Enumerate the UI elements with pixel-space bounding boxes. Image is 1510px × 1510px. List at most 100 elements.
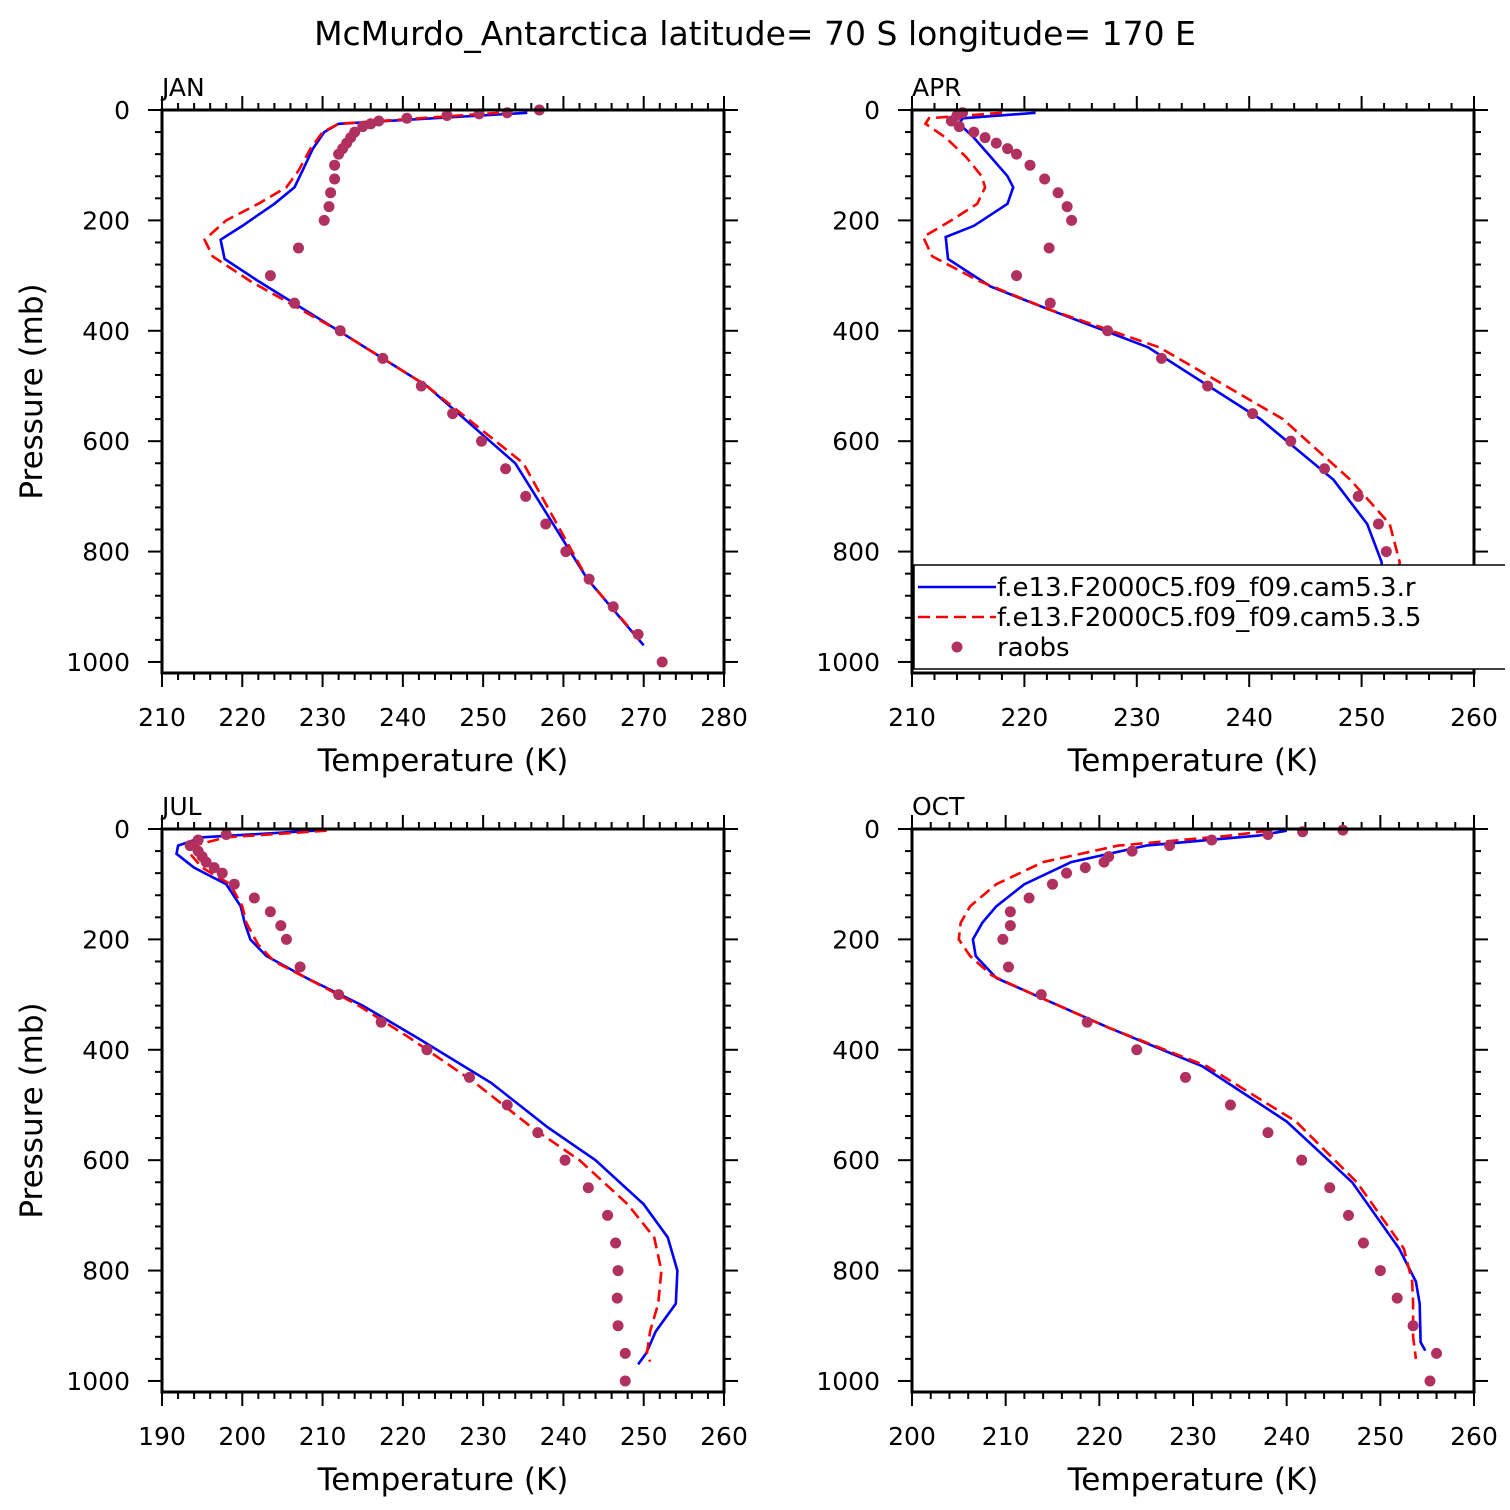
- raobs-point: [1044, 297, 1056, 309]
- series-raobs: [997, 824, 1443, 1387]
- raobs-point: [1061, 867, 1073, 879]
- raobs-point: [619, 1347, 631, 1359]
- y-tick-label: 600: [82, 1146, 130, 1175]
- raobs-point: [610, 1237, 622, 1249]
- raobs-point: [264, 906, 276, 918]
- x-tick-label: 240: [1263, 1422, 1311, 1451]
- raobs-point: [1374, 1265, 1386, 1277]
- raobs-point: [1079, 862, 1091, 874]
- raobs-point: [1352, 490, 1364, 502]
- legend-label: f.e13.F2000C5.f09_f09.cam5.3.r: [997, 573, 1416, 603]
- raobs-point: [997, 933, 1009, 945]
- plot-frame: [160, 827, 726, 1394]
- raobs-point: [1164, 840, 1176, 852]
- series-line-model1: [971, 829, 1427, 1352]
- y-tick-label: 0: [114, 815, 130, 844]
- raobs-point: [1247, 408, 1259, 420]
- raobs-point: [953, 121, 965, 133]
- raobs-point: [520, 490, 532, 502]
- raobs-point: [220, 829, 232, 841]
- raobs-point: [979, 132, 991, 144]
- plot-frame: [910, 827, 1476, 1394]
- y-tick-label: 200: [82, 206, 130, 235]
- raobs-point: [292, 242, 304, 254]
- raobs-point: [1052, 187, 1064, 199]
- series-raobs: [264, 104, 668, 668]
- raobs-point: [1180, 1071, 1192, 1083]
- x-tick-label: 260: [540, 703, 588, 732]
- raobs-point: [329, 159, 341, 171]
- raobs-point: [325, 187, 337, 199]
- legend-marker-raobs: [951, 641, 963, 653]
- raobs-point: [1391, 1292, 1403, 1304]
- x-tick-label: 270: [620, 703, 668, 732]
- raobs-point: [1002, 143, 1014, 155]
- raobs-point: [463, 1071, 475, 1083]
- y-tick-label: 400: [832, 317, 880, 346]
- y-tick-label: 400: [82, 317, 130, 346]
- raobs-point: [264, 270, 276, 282]
- y-tick-label: 600: [832, 1146, 880, 1175]
- raobs-point: [1319, 463, 1331, 475]
- x-tick-label: 220: [1075, 1422, 1123, 1451]
- raobs-point: [583, 573, 595, 585]
- raobs-point: [1011, 270, 1023, 282]
- series-line-model2: [188, 829, 663, 1363]
- raobs-point: [441, 110, 453, 122]
- y-tick-label: 200: [832, 925, 880, 954]
- raobs-point: [612, 1265, 624, 1277]
- raobs-point: [1004, 906, 1016, 918]
- raobs-point: [228, 878, 240, 890]
- raobs-point: [248, 892, 260, 904]
- panel-label-apr: APR: [912, 73, 962, 102]
- raobs-point: [1407, 1320, 1419, 1332]
- y-tick-label: 1000: [816, 648, 880, 677]
- panel-label-jan: JAN: [160, 73, 205, 102]
- x-tick-label: 250: [1356, 1422, 1404, 1451]
- raobs-point: [501, 1099, 513, 1111]
- x-axis-label: Temperature (K): [1067, 1462, 1319, 1498]
- raobs-point: [192, 834, 204, 846]
- raobs-point: [656, 656, 668, 668]
- x-tick-label: 230: [299, 703, 347, 732]
- series-raobs: [184, 829, 631, 1387]
- x-tick-label: 260: [1450, 703, 1498, 732]
- x-tick-label: 200: [218, 1422, 266, 1451]
- y-tick-label: 1000: [66, 1367, 130, 1396]
- y-tick-label: 800: [832, 1257, 880, 1286]
- x-tick-label: 220: [218, 703, 266, 732]
- raobs-point: [377, 352, 389, 364]
- y-axis-label: Pressure (mb): [14, 283, 50, 499]
- raobs-point: [280, 933, 292, 945]
- raobs-point: [375, 1016, 387, 1028]
- x-tick-label: 210: [299, 1422, 347, 1451]
- raobs-point: [500, 463, 512, 475]
- raobs-point: [607, 601, 619, 613]
- x-axis-label: Temperature (K): [317, 1462, 569, 1498]
- y-tick-label: 1000: [816, 1367, 880, 1396]
- raobs-point: [1380, 546, 1392, 558]
- x-tick-label: 260: [700, 1422, 748, 1451]
- raobs-point: [1224, 1099, 1236, 1111]
- x-tick-label: 210: [982, 1422, 1030, 1451]
- raobs-point: [1262, 1127, 1274, 1139]
- raobs-point: [200, 856, 212, 868]
- raobs-point: [1357, 1237, 1369, 1249]
- raobs-point: [329, 173, 341, 185]
- raobs-point: [1061, 201, 1073, 213]
- raobs-point: [582, 1182, 594, 1194]
- panel-oct: OCT 200 210 220 230 240 250 260 0 200 400 600 800 100…: [816, 792, 1497, 1498]
- raobs-point: [1004, 920, 1016, 932]
- legend-label: f.e13.F2000C5.f09_f09.cam5.3.5: [997, 603, 1421, 633]
- x-tick-label: 250: [620, 1422, 668, 1451]
- panels: JAN 210 220 230 240 250 260 270 280 0 200 400 600 800…: [14, 73, 1498, 1498]
- raobs-point: [323, 201, 335, 213]
- y-tick-label: 600: [832, 427, 880, 456]
- series-line-model1: [175, 829, 679, 1366]
- y-tick-label: 0: [864, 96, 880, 125]
- raobs-point: [1156, 352, 1168, 364]
- raobs-point: [1431, 1347, 1443, 1359]
- x-axis-label: Temperature (K): [317, 743, 569, 779]
- raobs-point: [275, 920, 287, 932]
